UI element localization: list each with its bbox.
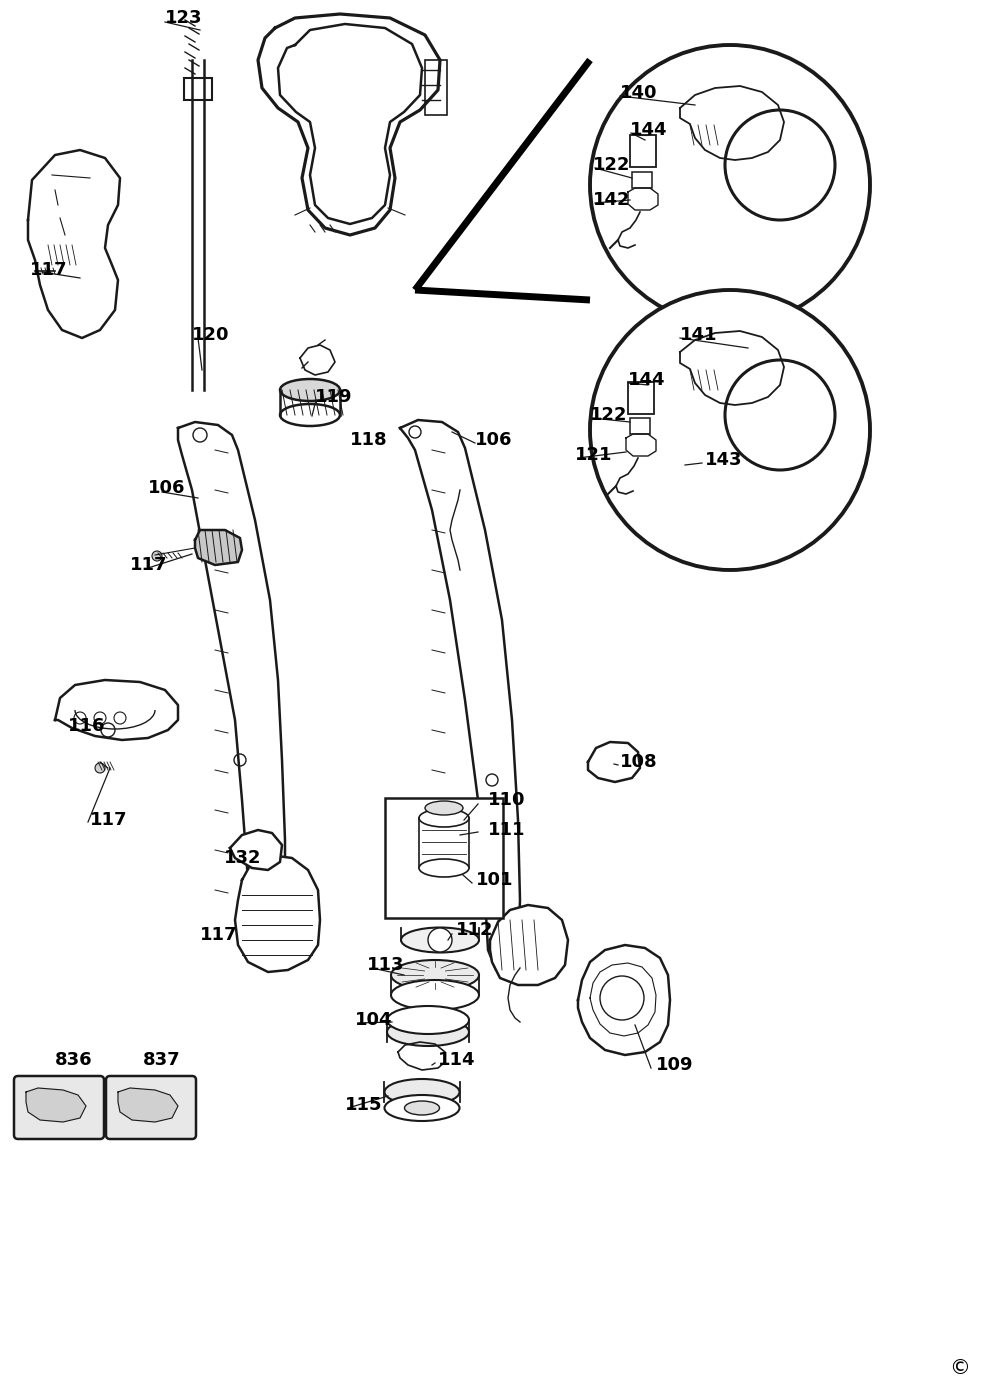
Ellipse shape [404, 1102, 440, 1116]
Polygon shape [178, 422, 285, 965]
Text: 115: 115 [345, 1096, 382, 1114]
Text: 110: 110 [488, 792, 526, 810]
Ellipse shape [387, 1019, 469, 1046]
Text: 117: 117 [30, 262, 68, 280]
Circle shape [95, 763, 105, 774]
Text: 837: 837 [143, 1050, 181, 1068]
Text: 117: 117 [130, 556, 168, 574]
Text: 109: 109 [656, 1056, 694, 1074]
Circle shape [590, 46, 870, 325]
Ellipse shape [280, 379, 340, 401]
Polygon shape [235, 855, 320, 972]
Text: 118: 118 [350, 430, 388, 448]
Text: 113: 113 [367, 956, 404, 974]
Ellipse shape [401, 927, 479, 952]
Ellipse shape [391, 960, 479, 990]
Polygon shape [578, 945, 670, 1055]
Text: 104: 104 [355, 1010, 392, 1028]
Text: 144: 144 [628, 371, 666, 389]
Ellipse shape [425, 801, 463, 815]
Circle shape [590, 291, 870, 570]
Polygon shape [118, 1088, 178, 1122]
Text: ©: © [950, 1358, 970, 1378]
Text: 143: 143 [705, 451, 742, 469]
Text: 114: 114 [438, 1050, 476, 1068]
Ellipse shape [384, 1080, 460, 1104]
Text: 116: 116 [68, 717, 106, 735]
FancyBboxPatch shape [425, 60, 447, 115]
Text: 117: 117 [200, 926, 238, 944]
Polygon shape [55, 680, 178, 740]
Circle shape [428, 929, 452, 952]
FancyBboxPatch shape [184, 78, 212, 100]
Text: 112: 112 [456, 920, 494, 938]
FancyBboxPatch shape [630, 418, 650, 435]
Ellipse shape [384, 1095, 460, 1121]
Text: 836: 836 [55, 1050, 93, 1068]
Text: 123: 123 [165, 10, 202, 28]
FancyBboxPatch shape [632, 172, 652, 188]
Text: 141: 141 [680, 327, 718, 345]
Ellipse shape [419, 810, 469, 828]
FancyBboxPatch shape [14, 1075, 104, 1139]
Text: 108: 108 [620, 753, 658, 771]
Text: 132: 132 [224, 848, 262, 866]
Polygon shape [490, 905, 568, 985]
Polygon shape [588, 742, 640, 782]
Text: 122: 122 [593, 156, 631, 174]
Polygon shape [195, 530, 242, 565]
Text: 101: 101 [476, 871, 514, 889]
Ellipse shape [419, 859, 469, 877]
Text: 144: 144 [630, 120, 668, 138]
Ellipse shape [280, 404, 340, 426]
Text: 142: 142 [593, 191, 631, 209]
Polygon shape [400, 419, 520, 974]
Text: 117: 117 [90, 811, 128, 829]
Ellipse shape [387, 1006, 469, 1034]
Text: 121: 121 [575, 446, 612, 464]
Ellipse shape [391, 980, 479, 1010]
Text: 140: 140 [620, 84, 658, 102]
Circle shape [152, 551, 162, 561]
FancyBboxPatch shape [385, 799, 503, 918]
Text: 106: 106 [475, 430, 512, 448]
Text: 119: 119 [315, 388, 352, 406]
FancyBboxPatch shape [628, 382, 654, 414]
Text: 106: 106 [148, 479, 186, 497]
Text: 111: 111 [488, 821, 526, 839]
Polygon shape [230, 830, 282, 871]
Polygon shape [26, 1088, 86, 1122]
Text: 122: 122 [590, 406, 628, 424]
FancyBboxPatch shape [106, 1075, 196, 1139]
FancyBboxPatch shape [630, 136, 656, 167]
Text: 120: 120 [192, 327, 230, 345]
